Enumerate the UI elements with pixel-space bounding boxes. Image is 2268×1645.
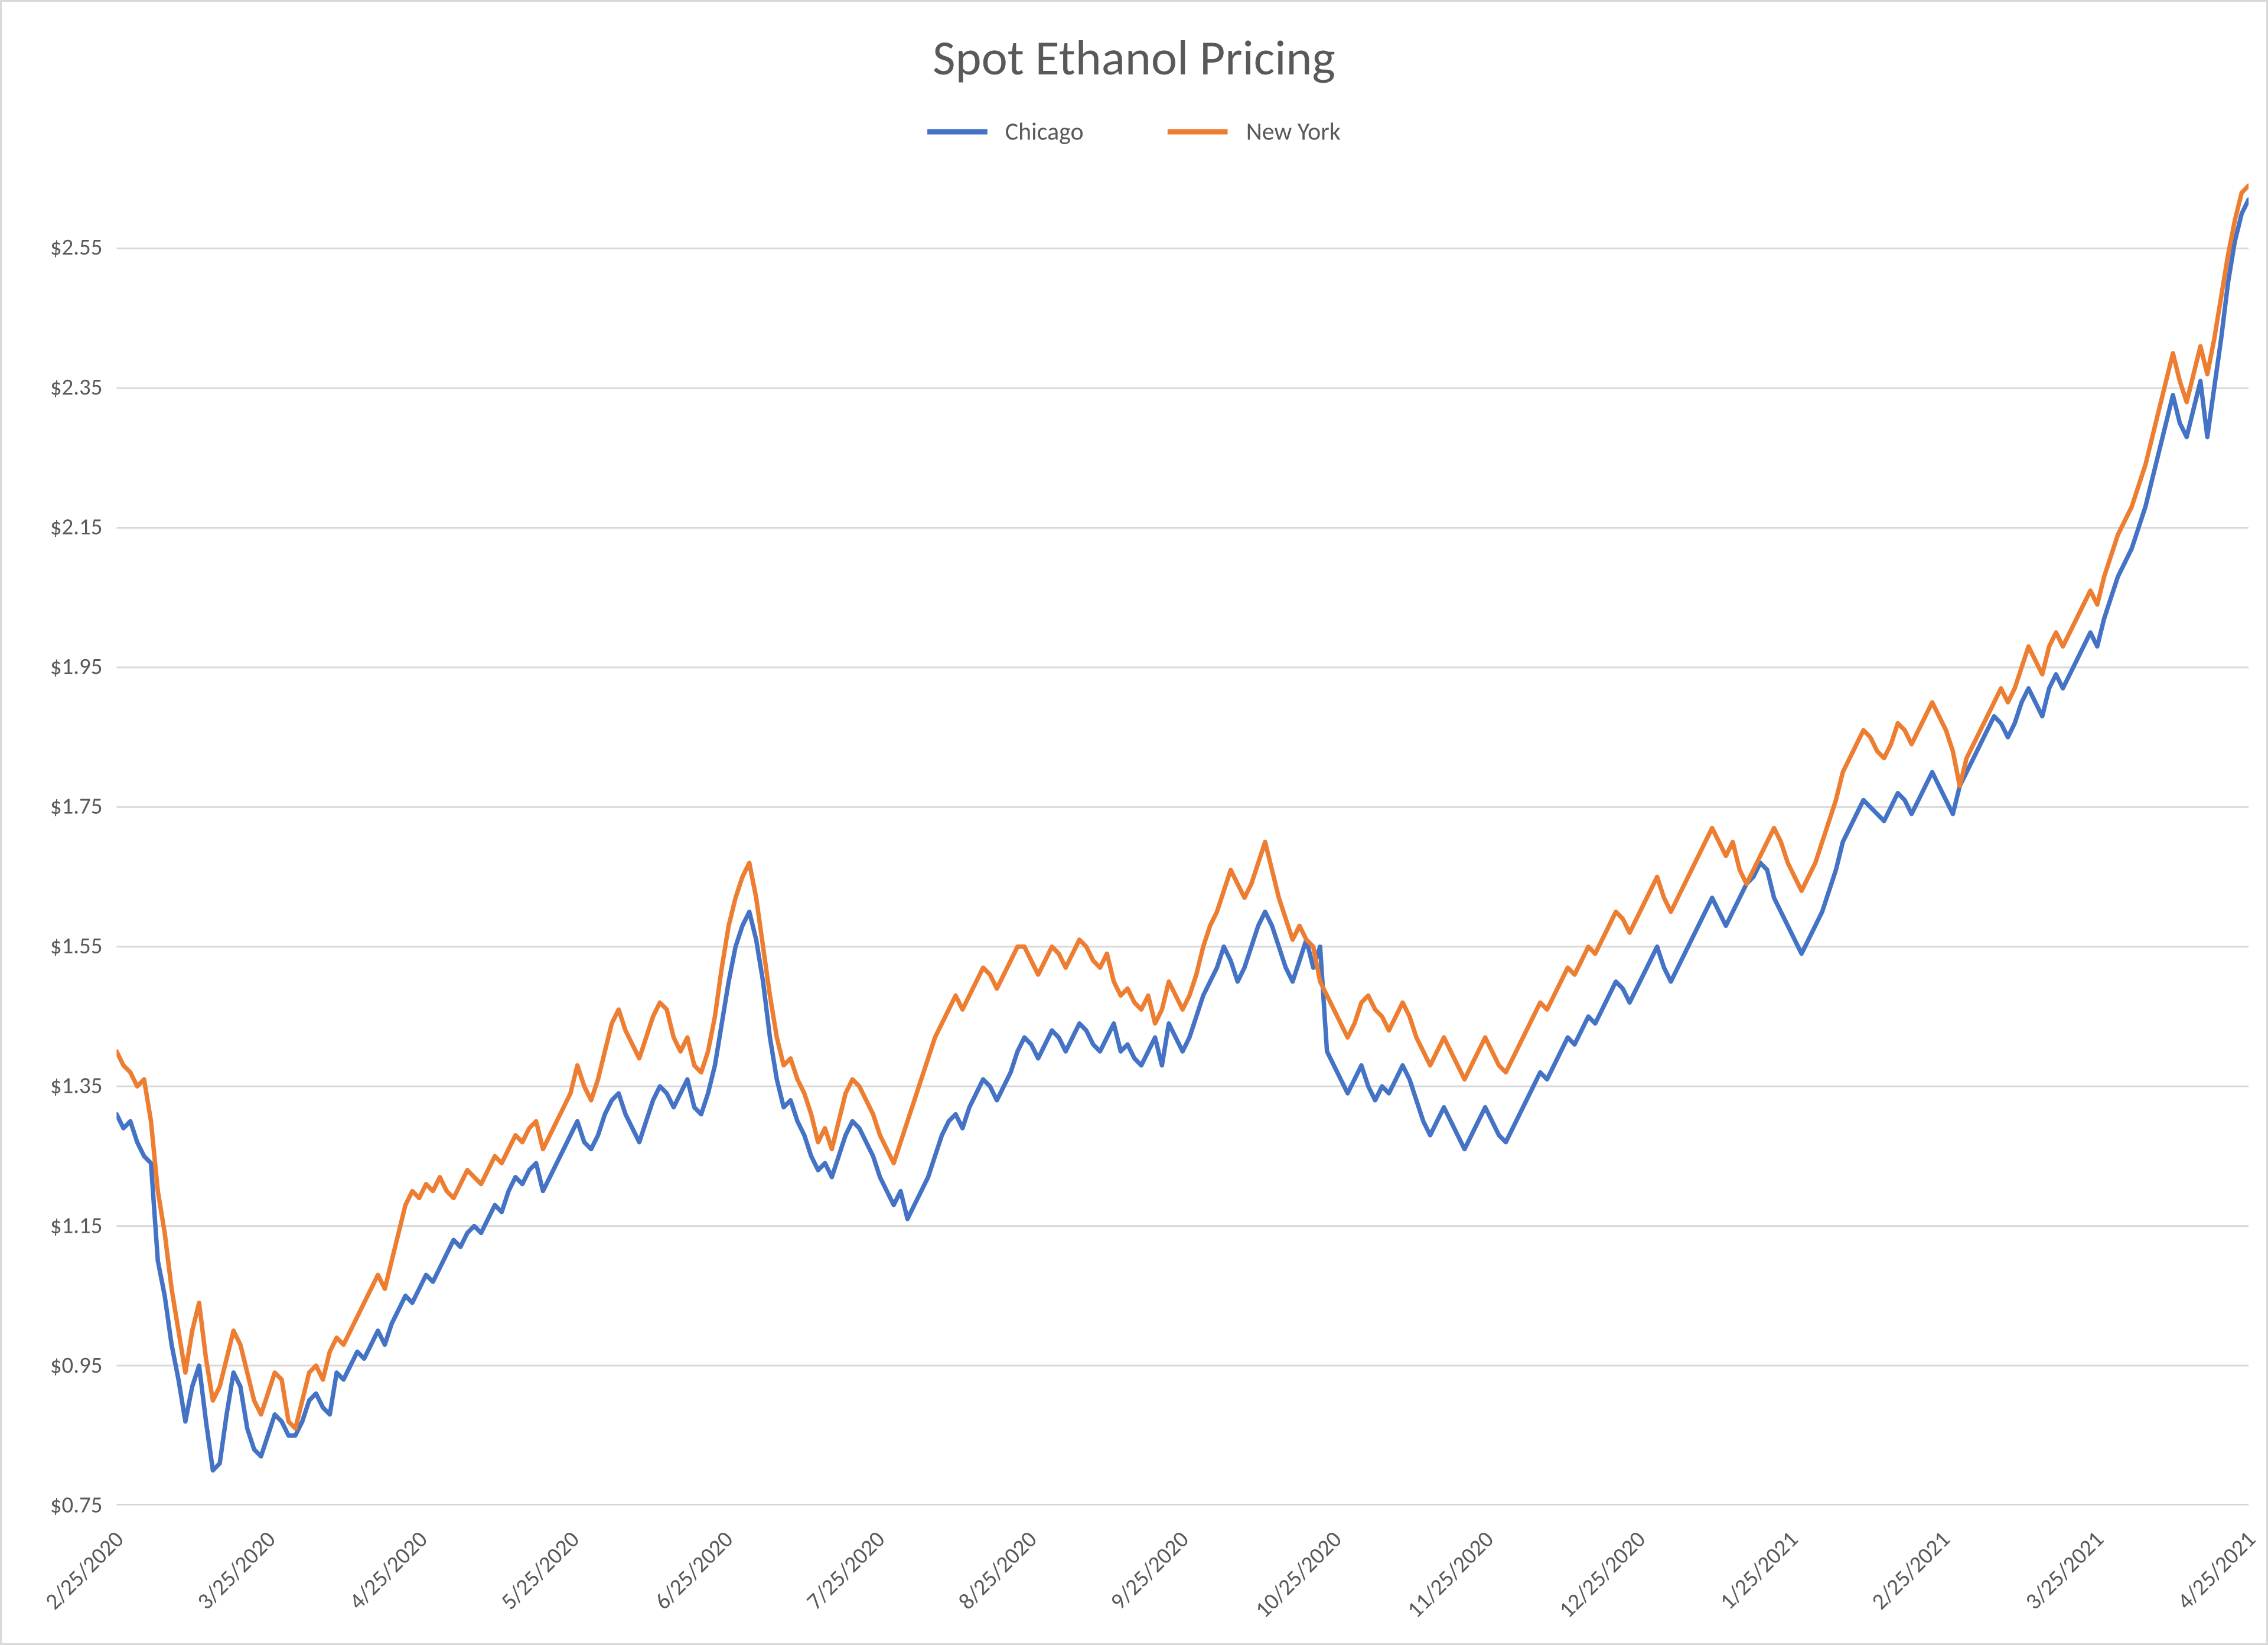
y-axis-tick-label: $1.55	[50, 933, 103, 960]
x-axis-tick-label: 1/25/2021	[1716, 1527, 1805, 1616]
chart-title: Spot Ethanol Pricing	[2, 27, 2266, 89]
x-axis-tick-label: 4/25/2021	[2172, 1527, 2262, 1616]
x-axis-tick-label: 10/25/2020	[1250, 1527, 1347, 1624]
legend-label: Chicago	[1005, 117, 1084, 147]
y-axis-tick-label: $0.75	[50, 1492, 103, 1519]
y-axis-tick-label: $1.15	[50, 1213, 103, 1239]
x-axis-tick-label: 5/25/2020	[497, 1527, 586, 1616]
y-axis-tick-label: $2.55	[50, 235, 103, 262]
x-axis-tick-label: 2/25/2021	[1868, 1527, 1957, 1616]
x-axis-tick-label: 12/25/2020	[1555, 1527, 1652, 1624]
x-axis-tick-label: 11/25/2020	[1403, 1527, 1500, 1624]
x-axis-tick-label: 8/25/2020	[954, 1527, 1044, 1616]
legend-item: Chicago	[927, 117, 1083, 147]
x-axis-tick-label: 2/25/2020	[41, 1527, 130, 1616]
x-axis-tick-label: 7/25/2020	[802, 1527, 891, 1616]
x-axis-tick-label: 4/25/2020	[345, 1527, 434, 1616]
y-axis-tick-label: $2.35	[50, 375, 103, 402]
legend-swatch	[927, 129, 988, 135]
legend-item: New York	[1168, 117, 1341, 147]
legend: Chicago New York	[2, 112, 2266, 147]
x-axis-tick-label: 9/25/2020	[1107, 1527, 1196, 1616]
chart-container: Spot Ethanol Pricing Chicago New York $0.…	[0, 0, 2268, 1645]
x-axis-tick-label: 3/25/2021	[2021, 1527, 2110, 1616]
x-axis-tick-label: 6/25/2020	[650, 1527, 739, 1616]
y-axis-tick-label: $1.35	[50, 1073, 103, 1100]
legend-swatch	[1168, 129, 1228, 135]
y-axis-tick-label: $0.95	[50, 1353, 103, 1379]
y-axis-tick-label: $2.15	[50, 514, 103, 541]
series-chicago	[116, 200, 2249, 1470]
x-axis-tick-label: 3/25/2020	[193, 1527, 282, 1616]
plot-area	[116, 178, 2249, 1505]
y-axis-tick-label: $1.95	[50, 654, 103, 680]
y-axis-tick-label: $1.75	[50, 794, 103, 820]
legend-label: New York	[1246, 117, 1341, 147]
